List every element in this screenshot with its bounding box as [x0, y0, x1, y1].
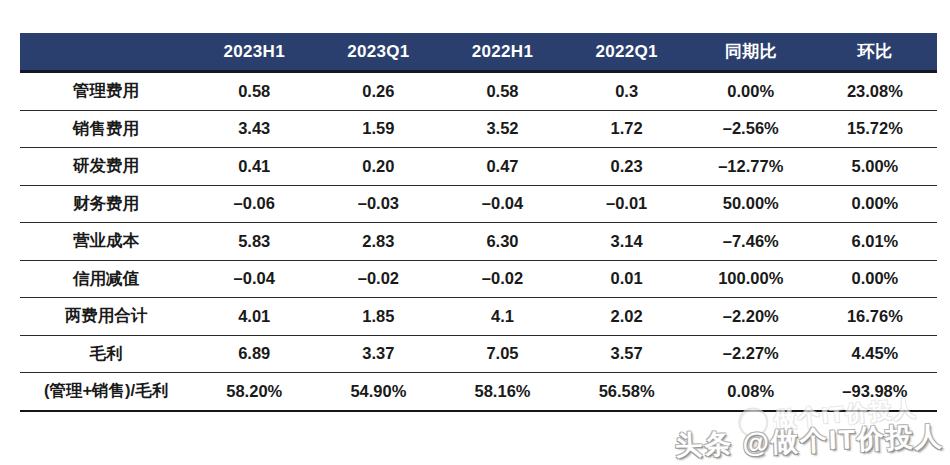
cell-value: 5.00% — [813, 148, 937, 186]
cell-value: –2.27% — [689, 335, 813, 373]
cell-value: 4.45% — [813, 335, 937, 373]
cell-value: –0.04 — [192, 260, 316, 298]
cell-value: –93.98% — [813, 373, 937, 411]
cell-value: 58.16% — [440, 373, 564, 411]
table-row: 毛利6.893.377.053.57–2.27%4.45% — [20, 335, 937, 373]
table-row: 研发费用0.410.200.470.23–12.77%5.00% — [20, 148, 937, 186]
cell-value: 3.57 — [565, 335, 689, 373]
header-cell-2022q1: 2022Q1 — [565, 33, 689, 72]
cell-value: –0.02 — [316, 260, 440, 298]
cell-value: 0.00% — [813, 260, 937, 298]
cell-value: 58.20% — [192, 373, 316, 411]
cell-value: 54.90% — [316, 373, 440, 411]
cell-value: 100.00% — [689, 260, 813, 298]
header-cell-qoq: 环比 — [813, 33, 937, 72]
table-row: 销售费用3.431.593.521.72–2.56%15.72% — [20, 110, 937, 148]
table-header: 2023H1 2023Q1 2022H1 2022Q1 同期比 环比 — [20, 33, 937, 72]
cell-value: –0.02 — [440, 260, 564, 298]
cell-value: 16.76% — [813, 298, 937, 336]
cell-value: –0.04 — [440, 185, 564, 223]
watermark-main-text: 头条 @做个IT价投人 — [675, 418, 945, 463]
header-cell-blank — [20, 33, 192, 72]
table-row: 管理费用0.580.260.580.30.00%23.08% — [20, 72, 937, 111]
table-row: 两费用合计4.011.854.12.02–2.20%16.76% — [20, 298, 937, 336]
cell-value: 23.08% — [813, 72, 937, 111]
row-label: 毛利 — [20, 335, 192, 373]
cell-value: –0.06 — [192, 185, 316, 223]
cell-value: 0.08% — [689, 373, 813, 411]
cell-value: 1.72 — [565, 110, 689, 148]
cell-value: 2.02 — [565, 298, 689, 336]
header-row: 2023H1 2023Q1 2022H1 2022Q1 同期比 环比 — [20, 33, 937, 72]
cell-value: 6.30 — [440, 223, 564, 261]
cell-value: –7.46% — [689, 223, 813, 261]
financial-table: 2023H1 2023Q1 2022H1 2022Q1 同期比 环比 管理费用0… — [20, 33, 937, 412]
cell-value: 0.00% — [813, 185, 937, 223]
cell-value: 0.20 — [316, 148, 440, 186]
row-label: (管理+销售)/毛利 — [20, 373, 192, 411]
cell-value: 1.59 — [316, 110, 440, 148]
cell-value: 3.37 — [316, 335, 440, 373]
header-cell-yoy: 同期比 — [689, 33, 813, 72]
cell-value: 50.00% — [689, 185, 813, 223]
cell-value: 4.1 — [440, 298, 564, 336]
cell-value: –2.56% — [689, 110, 813, 148]
table-row: (管理+销售)/毛利58.20%54.90%58.16%56.58%0.08%–… — [20, 373, 937, 411]
table-row: 信用减值–0.04–0.02–0.020.01100.00%0.00% — [20, 260, 937, 298]
table-row: 财务费用–0.06–0.03–0.04–0.0150.00%0.00% — [20, 185, 937, 223]
row-label: 两费用合计 — [20, 298, 192, 336]
page-canvas: 2023H1 2023Q1 2022H1 2022Q1 同期比 环比 管理费用0… — [0, 0, 950, 465]
cell-value: 3.14 — [565, 223, 689, 261]
cell-value: 2.83 — [316, 223, 440, 261]
cell-value: 0.58 — [440, 72, 564, 111]
cell-value: 0.00% — [689, 72, 813, 111]
cell-value: 3.43 — [192, 110, 316, 148]
header-cell-2023h1: 2023H1 — [192, 33, 316, 72]
cell-value: 0.01 — [565, 260, 689, 298]
row-label: 管理费用 — [20, 72, 192, 111]
cell-value: –0.01 — [565, 185, 689, 223]
cell-value: –12.77% — [689, 148, 813, 186]
cell-value: –0.03 — [316, 185, 440, 223]
cell-value: 6.89 — [192, 335, 316, 373]
cell-value: 0.23 — [565, 148, 689, 186]
header-cell-2023q1: 2023Q1 — [316, 33, 440, 72]
row-label: 销售费用 — [20, 110, 192, 148]
header-cell-2022h1: 2022H1 — [440, 33, 564, 72]
cell-value: 1.85 — [316, 298, 440, 336]
row-label: 营业成本 — [20, 223, 192, 261]
table-body: 管理费用0.580.260.580.30.00%23.08%销售费用3.431.… — [20, 72, 937, 411]
row-label: 信用减值 — [20, 260, 192, 298]
row-label: 财务费用 — [20, 185, 192, 223]
row-label: 研发费用 — [20, 148, 192, 186]
table-row: 营业成本5.832.836.303.14–7.46%6.01% — [20, 223, 937, 261]
cell-value: 0.47 — [440, 148, 564, 186]
cell-value: 0.26 — [316, 72, 440, 111]
cell-value: 0.58 — [192, 72, 316, 111]
cell-value: 4.01 — [192, 298, 316, 336]
cell-value: 56.58% — [565, 373, 689, 411]
financial-table-area: 2023H1 2023Q1 2022H1 2022Q1 同期比 环比 管理费用0… — [20, 33, 937, 412]
cell-value: 5.83 — [192, 223, 316, 261]
cell-value: 6.01% — [813, 223, 937, 261]
cell-value: –2.20% — [689, 298, 813, 336]
cell-value: 3.52 — [440, 110, 564, 148]
cell-value: 0.41 — [192, 148, 316, 186]
cell-value: 0.3 — [565, 72, 689, 111]
cell-value: 15.72% — [813, 110, 937, 148]
cell-value: 7.05 — [440, 335, 564, 373]
